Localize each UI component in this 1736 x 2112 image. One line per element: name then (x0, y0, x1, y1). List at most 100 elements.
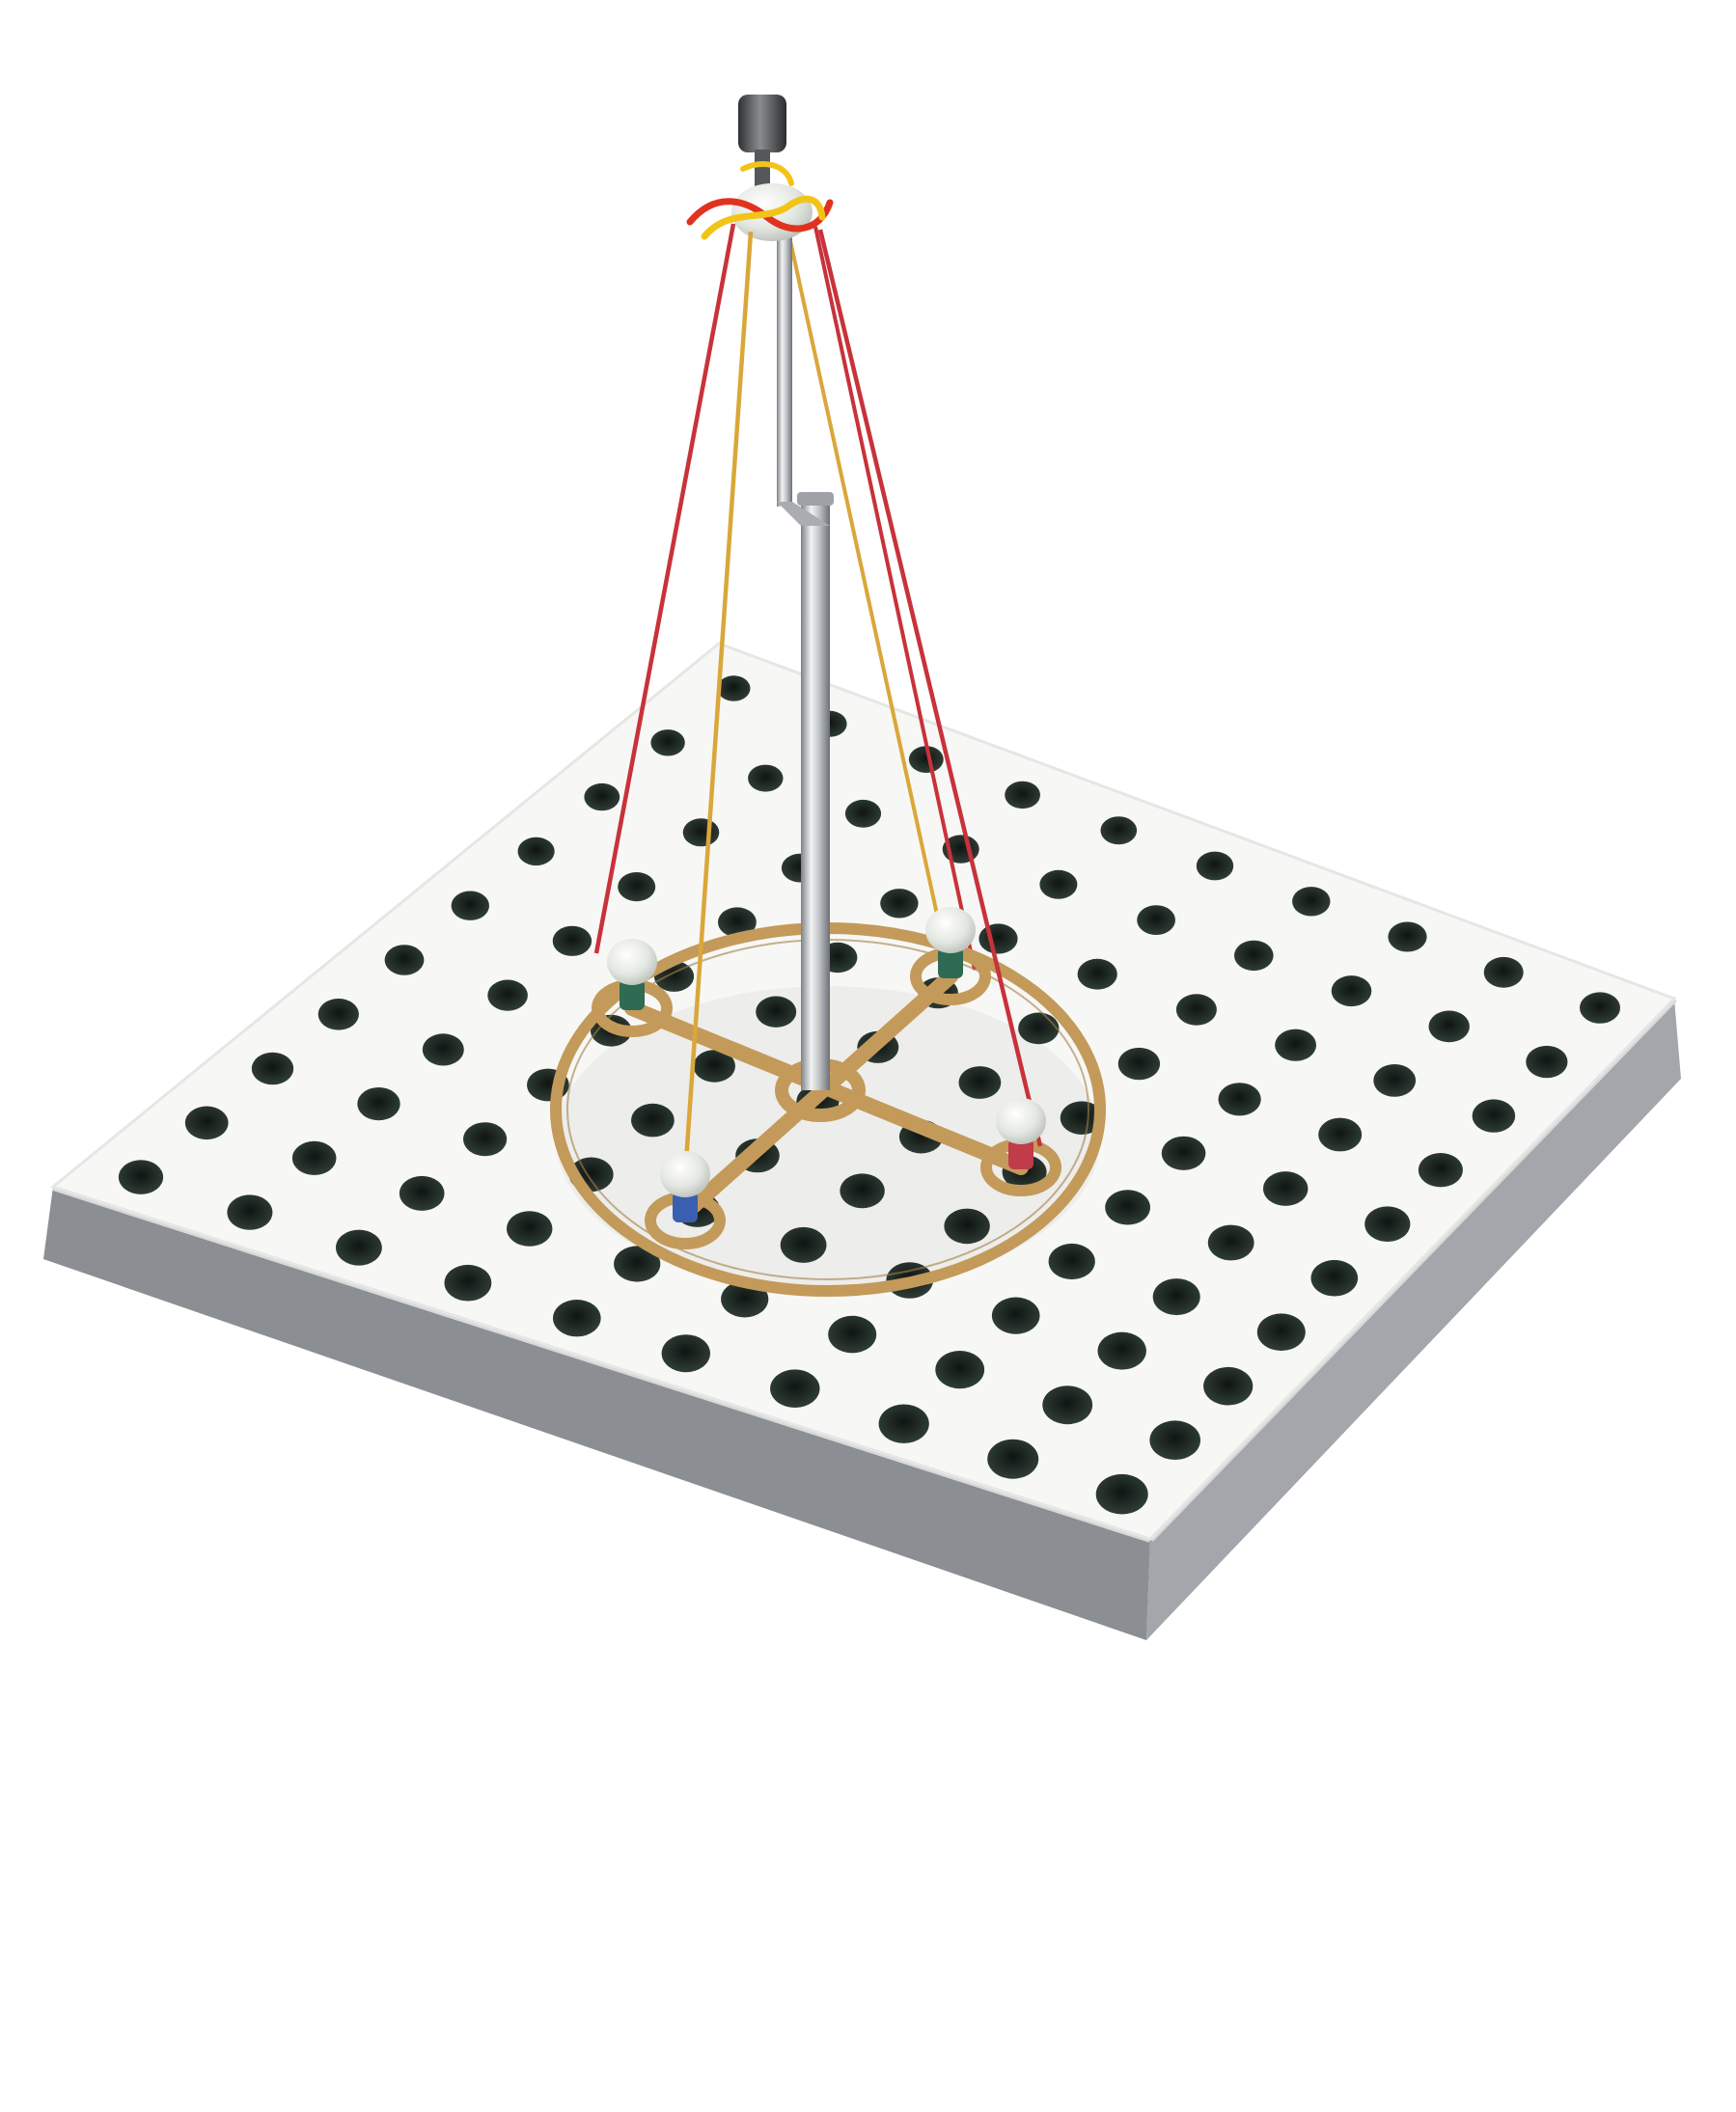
peg-hole (650, 729, 685, 756)
peg-hole (1580, 992, 1620, 1024)
peg-bottom-left (660, 1151, 710, 1222)
peg-hole (1310, 1259, 1359, 1297)
peg-stem (938, 947, 963, 978)
peg-hole (878, 1404, 929, 1443)
yellow-string-back-right (787, 235, 952, 977)
red-string-back-right (813, 226, 977, 971)
peg-hole (227, 1194, 273, 1230)
peg-hole (756, 996, 797, 1028)
peg-hole (1234, 940, 1274, 972)
peg-hole (291, 1140, 337, 1175)
pole-lower (801, 502, 830, 1090)
peg-hole (422, 1033, 464, 1066)
peg-stem (1008, 1138, 1033, 1169)
strings-front (593, 223, 1043, 1176)
peg-hole (958, 1066, 1002, 1099)
knot-yellow-loop (740, 161, 794, 186)
peg-hole (614, 1246, 661, 1282)
peg-bead (660, 1151, 710, 1197)
peg-hole (1207, 1224, 1254, 1261)
peg-hole (1275, 1029, 1316, 1061)
peg-hole (1428, 1010, 1470, 1043)
peg-hole (553, 1300, 601, 1337)
peg-hole (1100, 816, 1138, 845)
peg-hole (384, 945, 425, 975)
string-knot (686, 161, 834, 240)
peg-hole (184, 1106, 229, 1140)
board-side-right (1146, 999, 1681, 1640)
peg-holes (118, 675, 1620, 1515)
peg-hole (844, 799, 882, 828)
peg-hole (1218, 1083, 1261, 1116)
peg-bead (996, 1098, 1046, 1144)
peg-hole (1175, 994, 1217, 1026)
peg-hole (991, 1297, 1040, 1334)
peg-hole (507, 1211, 553, 1247)
peg-hole (693, 1050, 735, 1083)
peg-hole (1263, 1171, 1309, 1206)
peg-hole (840, 1173, 885, 1209)
peg-hole (1137, 905, 1175, 935)
peg-hole (1048, 1243, 1095, 1280)
peg-hole (661, 1334, 710, 1373)
peg-hole (487, 979, 528, 1011)
peg-hole (1483, 956, 1524, 988)
spoke-b (680, 969, 958, 1219)
peg-hole (357, 1087, 400, 1121)
peg-stem (620, 979, 645, 1010)
peg-hole (584, 782, 620, 811)
peg-hole (1331, 975, 1372, 1007)
peg-bead (925, 907, 976, 953)
peg-hole (1256, 1313, 1306, 1351)
peg-hole (399, 1175, 445, 1211)
peg-hole (451, 891, 489, 920)
peg-hole (1418, 1153, 1463, 1188)
peg-hole (1161, 1136, 1206, 1170)
peg-hole (444, 1264, 492, 1302)
peg-hole (1039, 869, 1078, 899)
peg-hole (336, 1229, 382, 1266)
peg-hole (631, 1103, 675, 1138)
peg-hole (1388, 921, 1427, 952)
pole-joint (797, 492, 834, 506)
peg-hole (1042, 1385, 1093, 1425)
peg-hole (1117, 1047, 1161, 1081)
peg-hole (317, 999, 359, 1030)
peg-bottom-right (996, 1098, 1046, 1169)
peg-hole (1152, 1278, 1200, 1316)
peg-hole (1097, 1331, 1146, 1370)
peg-hole (618, 872, 656, 902)
peg-hole (1472, 1099, 1516, 1133)
peg-top-right (925, 907, 976, 978)
peg-hole (1196, 851, 1234, 881)
yellow-string-left (682, 231, 754, 1176)
peg-hole (251, 1052, 294, 1085)
peg-hole (880, 889, 919, 919)
red-string-right (817, 229, 1043, 1147)
red-string-left (593, 223, 736, 954)
peg-hole (978, 923, 1018, 954)
peg-hole (118, 1160, 164, 1194)
peg-hole (1364, 1206, 1411, 1242)
pegs (607, 907, 1046, 1222)
peg-hole (1149, 1420, 1200, 1460)
peg-stem (673, 1192, 698, 1222)
peg-hole (828, 1315, 877, 1354)
peg-hole (1077, 958, 1117, 990)
peg-hole (1203, 1366, 1254, 1406)
peg-hole (1095, 1473, 1148, 1515)
knot-yellow (701, 195, 826, 240)
peg-hole (1060, 1101, 1104, 1135)
pole-taper (777, 502, 830, 526)
peg-hole (682, 818, 720, 847)
peg-hole (718, 907, 757, 938)
board-side-left (43, 1187, 1150, 1640)
peg-hole (463, 1122, 508, 1157)
peg-hole (770, 1369, 820, 1408)
pole-upper (777, 236, 792, 507)
peg-hole (517, 837, 555, 866)
peg-hole (552, 925, 592, 956)
center-pole (731, 95, 834, 1090)
